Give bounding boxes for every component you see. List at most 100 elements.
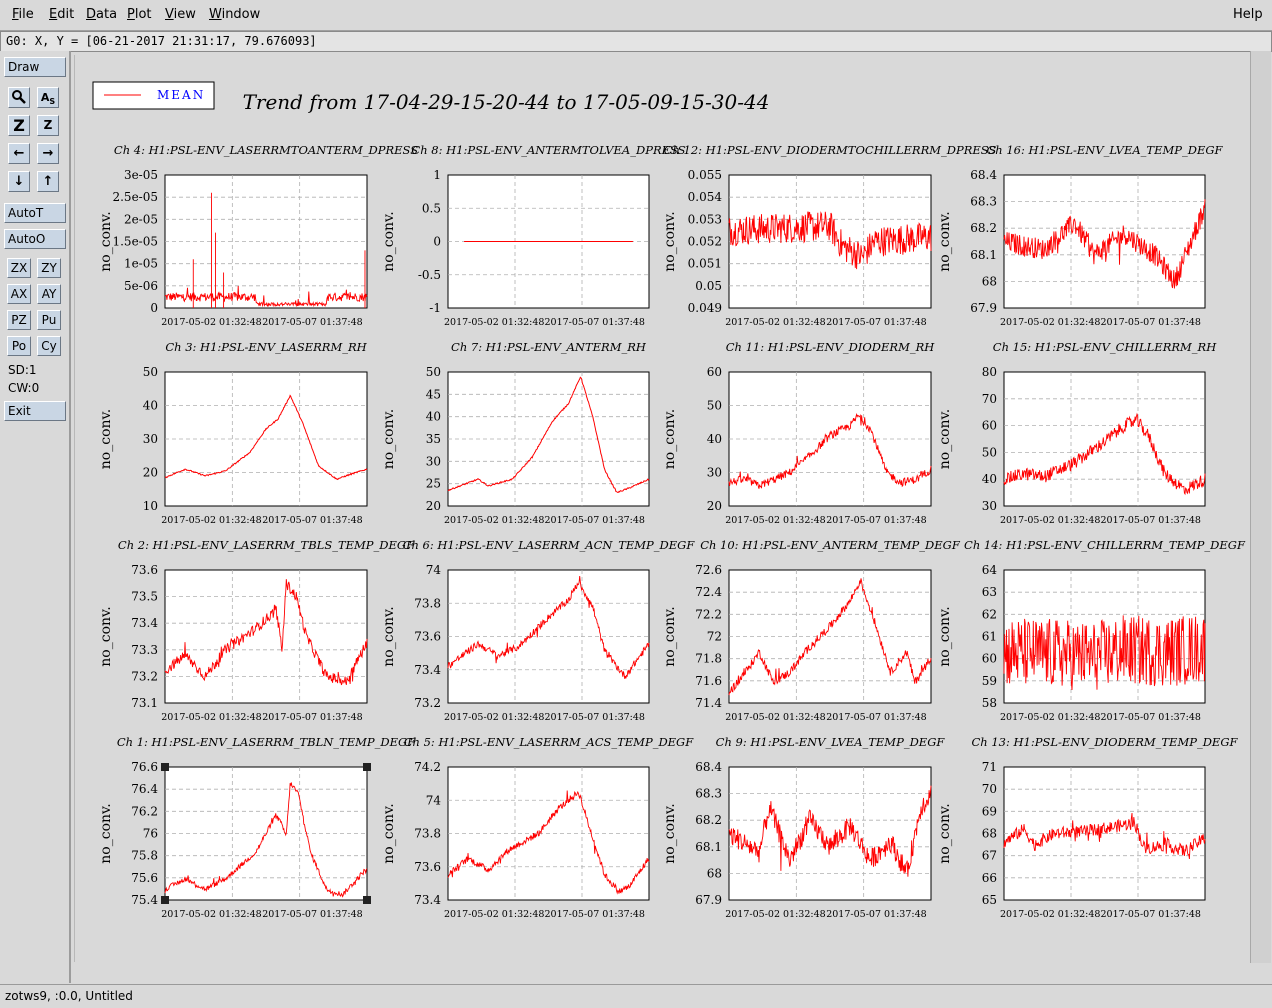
arrow-left-icon[interactable]: ←	[8, 143, 30, 164]
y-tick-label: 73.4	[131, 616, 158, 630]
selection-handle[interactable]	[363, 763, 371, 771]
pz-button[interactable]: PZ	[7, 310, 31, 330]
x-tick-label: 2017-05-07 01:37:48	[262, 909, 362, 920]
chart-title: Ch 15: H1:PSL-ENV_CHILLERRM_RH	[993, 340, 1217, 354]
chart-panel[interactable]: Ch 10: H1:PSL-ENV_ANTERM_TEMP_DEGF 72.6 72…	[662, 538, 961, 723]
y-axis-label: no_conv.	[98, 211, 114, 271]
x-tick-label: 2017-05-02 01:32:48	[1000, 515, 1100, 526]
coordinate-readout: G0: X, Y = [06-21-2017 21:31:17, 79.6760…	[0, 31, 1272, 52]
zoom-z-small-icon[interactable]: Z	[37, 115, 59, 136]
menu-file[interactable]: File	[12, 7, 34, 22]
legend-box: MEAN	[92, 81, 215, 110]
chart-panel[interactable]: Ch 2: H1:PSL-ENV_LASERRM_TBLS_TEMP_DEGF 7…	[98, 538, 415, 723]
x-tick-label: 2017-05-07 01:37:48	[544, 515, 644, 526]
text-label-icon[interactable]: AS	[37, 87, 59, 108]
y-tick-label: 67.9	[695, 893, 722, 907]
chart-panel[interactable]: Ch 16: H1:PSL-ENV_LVEA_TEMP_DEGF 68.4 68.3…	[937, 143, 1224, 328]
x-tick-label: 2017-05-07 01:37:48	[1100, 712, 1200, 723]
series-line	[1003, 812, 1206, 860]
sd-label: SD:1	[8, 363, 37, 377]
y-tick-label: 1.5e-05	[112, 235, 158, 249]
page-title: Trend from 17-04-29-15-20-44 to 17-05-09…	[243, 90, 770, 114]
ax-button[interactable]: AX	[7, 284, 31, 304]
x-tick-label: 2017-05-02 01:32:48	[161, 317, 261, 328]
y-tick-label: 68.1	[695, 840, 722, 854]
y-tick-label: 68.3	[970, 195, 997, 209]
y-tick-label: 60	[982, 652, 997, 666]
series-line	[164, 579, 368, 686]
y-tick-label: 72.6	[695, 563, 722, 577]
exit-button[interactable]: Exit	[4, 401, 66, 421]
arrow-right-icon[interactable]: →	[37, 143, 59, 164]
chart-panel[interactable]: Ch 3: H1:PSL-ENV_LASERRM_RH5040302010201…	[98, 340, 368, 526]
series-line	[1003, 412, 1206, 496]
chart-panel[interactable]: Ch 15: H1:PSL-ENV_CHILLERRM_RH 80 70 60 50 40…	[937, 340, 1217, 526]
menu-bar: File Edit Data Plot View Window Help	[0, 0, 1272, 31]
autoo-button[interactable]: AutoO	[4, 229, 66, 249]
y-tick-label: 68.1	[970, 248, 997, 262]
arrow-down-icon[interactable]: ↓	[8, 171, 30, 192]
series-line	[728, 785, 932, 877]
x-tick-label: 2017-05-02 01:32:48	[1000, 317, 1100, 328]
y-tick-label: 35	[426, 432, 441, 446]
chart-panel[interactable]: Ch 7: H1:PSL-ENV_ANTERM_RH 50 45 40 35 30 25 20…	[381, 340, 650, 526]
selection-handle[interactable]	[161, 763, 169, 771]
x-tick-label: 2017-05-02 01:32:48	[1000, 712, 1100, 723]
chart-title: Ch 9: H1:PSL-ENV_LVEA_TEMP_DEGF	[716, 735, 946, 749]
y-tick-label: 68.4	[970, 168, 997, 182]
chart-panel[interactable]: Ch 5: H1:PSL-ENV_LASERRM_ACS_TEMP_DEGF 74…	[381, 735, 694, 920]
chart-panel[interactable]: Ch 4: H1:PSL-ENV_LASERRMTOANTERM_DPRESS 3…	[98, 143, 418, 328]
y-axis-label: no_conv.	[937, 606, 953, 666]
y-tick-label: 76.6	[131, 760, 158, 774]
chart-panel[interactable]: Ch 8: H1:PSL-ENV_ANTERMTOLVEA_DPRESS 1 0.5…	[381, 143, 686, 328]
y-tick-label: 50	[707, 399, 722, 413]
y-tick-label: 71.6	[695, 674, 722, 688]
cy-button[interactable]: Cy	[37, 336, 61, 356]
chart-panel[interactable]: Ch 9: H1:PSL-ENV_LVEA_TEMP_DEGF 68.4 68.3 6…	[662, 735, 945, 920]
right-scroll-area[interactable]	[1250, 51, 1271, 963]
y-tick-label: 68	[982, 827, 997, 841]
chart-title: Ch 4: H1:PSL-ENV_LASERRMTOANTERM_DPRESS	[114, 143, 418, 157]
chart-panel[interactable]: Ch 1: H1:PSL-ENV_LASERRM_TBLN_TEMP_DEGF 7…	[98, 735, 416, 920]
pu-button[interactable]: Pu	[37, 310, 61, 330]
menu-plot[interactable]: Plot	[127, 7, 152, 22]
y-axis-label: no_conv.	[98, 606, 114, 666]
magnify-icon[interactable]	[8, 87, 30, 108]
zx-button[interactable]: ZX	[7, 258, 31, 278]
chart-panel[interactable]: Ch 11: H1:PSL-ENV_DIODERM_RH605040302020…	[662, 340, 935, 526]
ay-button[interactable]: AY	[37, 284, 61, 304]
menu-window[interactable]: Window	[209, 7, 261, 22]
chart-panel[interactable]: Ch 13: H1:PSL-ENV_DIODERM_TEMP_DEGF 71 70 6…	[937, 735, 1239, 920]
x-tick-label: 2017-05-07 01:37:48	[1100, 515, 1200, 526]
po-button[interactable]: Po	[7, 336, 31, 356]
y-tick-label: 64	[982, 563, 998, 577]
plot-canvas[interactable]: MEAN Trend from 17-04-29-15-20-44 to 17-…	[74, 55, 1251, 962]
menu-help[interactable]: Help	[1233, 7, 1263, 22]
y-tick-label: 58	[982, 696, 997, 710]
chart-panel[interactable]: Ch 6: H1:PSL-ENV_LASERRM_ACN_TEMP_DEGF 74…	[381, 538, 695, 723]
menu-data[interactable]: Data	[86, 7, 118, 22]
selection-handle[interactable]	[363, 896, 371, 904]
series-line	[728, 211, 932, 270]
zy-button[interactable]: ZY	[37, 258, 61, 278]
zoom-z-large-icon[interactable]: Z	[8, 115, 30, 136]
y-tick-label: 5e-06	[124, 279, 158, 293]
y-tick-label: 72.4	[695, 585, 722, 599]
chart-panel[interactable]: Ch 12: H1:PSL-ENV_DIODERMTOCHILLERRM_DPR…	[662, 143, 996, 328]
menu-edit[interactable]: Edit	[49, 7, 75, 22]
y-tick-label: 73.5	[131, 590, 158, 604]
y-tick-label: 68.2	[970, 221, 997, 235]
chart-title: Ch 10: H1:PSL-ENV_ANTERM_TEMP_DEGF	[700, 538, 961, 552]
menu-view[interactable]: View	[165, 7, 196, 22]
x-tick-label: 2017-05-02 01:32:48	[161, 712, 261, 723]
y-tick-label: 59	[982, 674, 997, 688]
y-tick-label: 74.2	[414, 760, 441, 774]
draw-button[interactable]: Draw	[4, 57, 66, 77]
selection-handle[interactable]	[161, 896, 169, 904]
series-line	[1003, 199, 1206, 289]
arrow-up-icon[interactable]: ↑	[37, 171, 59, 192]
y-tick-label: 68.2	[695, 813, 722, 827]
chart-title: Ch 16: H1:PSL-ENV_LVEA_TEMP_DEGF	[986, 143, 1223, 157]
autot-button[interactable]: AutoT	[4, 203, 66, 223]
chart-panel[interactable]: Ch 14: H1:PSL-ENV_CHILLERRM_TEMP_DEGF 64 6…	[937, 538, 1246, 723]
